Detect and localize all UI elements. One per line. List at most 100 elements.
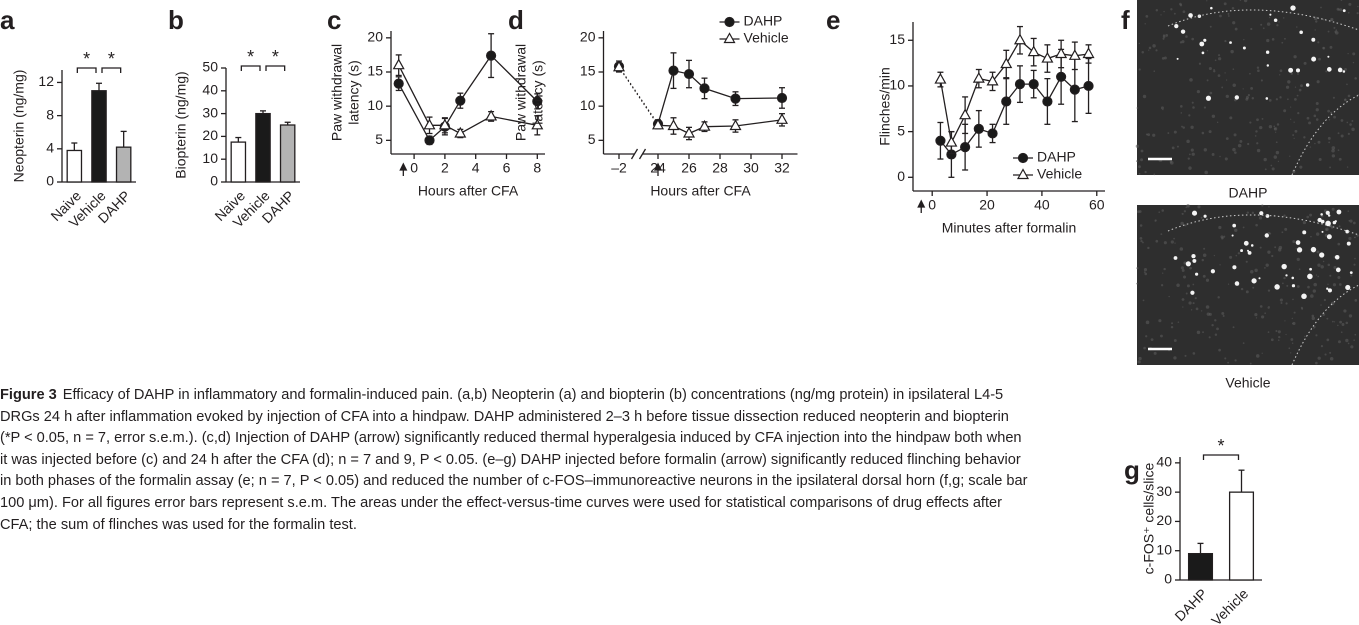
panel-letter: a [0, 5, 15, 35]
labeled-cell [1274, 284, 1279, 289]
texture [1256, 354, 1260, 358]
texture [1210, 26, 1212, 28]
texture [1191, 38, 1194, 41]
legend-marker [1019, 154, 1028, 163]
texture [1186, 293, 1188, 295]
texture [1250, 363, 1252, 365]
labeled-cell [1232, 235, 1234, 237]
texture [1317, 276, 1319, 278]
texture [1348, 3, 1351, 6]
texture [1246, 261, 1248, 263]
marker [1057, 72, 1066, 81]
texture [1146, 321, 1150, 325]
y-tick-label: 8 [46, 106, 54, 122]
texture [1333, 97, 1335, 99]
texture [1249, 122, 1251, 124]
texture [1243, 88, 1244, 89]
texture [1288, 347, 1290, 349]
texture [1218, 349, 1221, 352]
labeled-cell [1311, 38, 1315, 42]
labeled-cell [1327, 234, 1332, 239]
texture [1196, 308, 1199, 311]
y-axis-label: c-FOS⁺ cells/slice [1141, 462, 1157, 574]
texture [1304, 336, 1305, 337]
texture [1234, 133, 1237, 136]
texture [1272, 167, 1275, 170]
labeled-cell [1244, 241, 1249, 246]
texture [1260, 24, 1262, 26]
texture [1276, 151, 1279, 154]
marker [669, 66, 678, 75]
texture [1297, 73, 1299, 75]
y-tick-label: 10 [580, 97, 596, 113]
texture [1226, 137, 1229, 140]
texture [1318, 58, 1321, 61]
legend-label: Vehicle [744, 30, 789, 46]
texture [1180, 41, 1182, 43]
texture [1136, 267, 1138, 269]
texture [1154, 352, 1157, 355]
texture [1206, 279, 1209, 282]
texture [1219, 156, 1220, 157]
labeled-cell [1317, 218, 1321, 222]
labeled-cell [1311, 57, 1316, 62]
texture [1144, 171, 1146, 173]
y-tick-label: 0 [897, 168, 905, 184]
texture [1293, 121, 1294, 122]
texture [1136, 145, 1139, 148]
marker [731, 94, 740, 103]
y-tick-label: 5 [375, 131, 383, 147]
labeled-cell [1267, 64, 1269, 66]
texture [1279, 74, 1280, 75]
bar [281, 125, 295, 182]
texture [1220, 235, 1223, 238]
texture [1301, 307, 1303, 309]
bar [117, 147, 131, 182]
marker [394, 60, 404, 69]
y-axis-label: Paw withdrawal [329, 44, 345, 141]
texture [1144, 268, 1147, 271]
marker [425, 120, 435, 129]
texture [1296, 26, 1298, 28]
y-tick-label: 20 [1156, 512, 1172, 528]
texture [1318, 357, 1321, 360]
significance-bracket [266, 66, 285, 71]
y-tick-label: 20 [202, 127, 218, 143]
marker [961, 143, 970, 152]
x-axis-label: Hours after CFA [650, 183, 751, 199]
texture [1182, 298, 1185, 301]
micrograph-label: DAHP [1229, 185, 1268, 201]
texture [1152, 134, 1155, 137]
significance-bracket [1204, 455, 1239, 460]
texture [1192, 153, 1195, 156]
texture [1319, 158, 1322, 161]
x-tick-label: 2 [441, 160, 449, 176]
marker [1002, 97, 1011, 106]
texture [1197, 205, 1200, 208]
marker [1001, 59, 1011, 68]
texture [1145, 15, 1148, 18]
texture [1326, 339, 1329, 342]
texture [1204, 148, 1207, 151]
panel-letter: d [508, 5, 524, 35]
texture [1299, 166, 1302, 169]
significance-label: * [108, 49, 115, 69]
texture [1138, 357, 1141, 360]
labeled-cell [1285, 274, 1287, 276]
labeled-cell [1337, 210, 1342, 215]
legend-marker [1018, 170, 1028, 179]
texture [1329, 275, 1331, 277]
significance-bracket [102, 68, 121, 73]
texture [1300, 84, 1303, 87]
texture [1271, 255, 1273, 257]
texture [1243, 342, 1245, 344]
texture [1174, 242, 1175, 243]
texture [1284, 228, 1287, 231]
significance-bracket [77, 68, 96, 73]
labeled-cell [1204, 215, 1207, 218]
texture [1341, 135, 1344, 138]
texture [1316, 108, 1319, 111]
texture [1304, 62, 1307, 65]
texture [1218, 226, 1221, 229]
texture [1218, 74, 1221, 77]
